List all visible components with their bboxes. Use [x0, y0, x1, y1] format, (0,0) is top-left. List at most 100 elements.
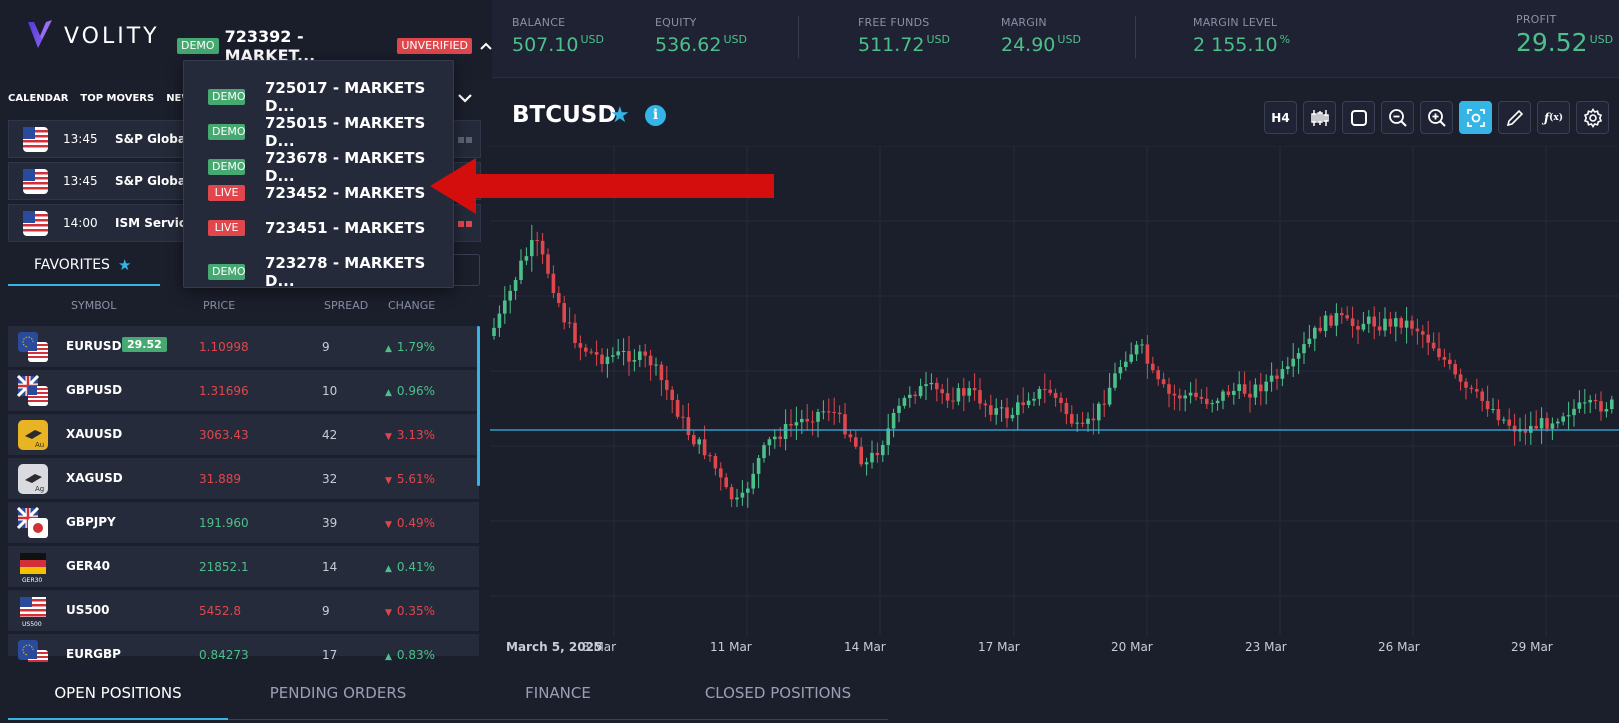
- candle-up: [1140, 344, 1144, 346]
- symbol-row[interactable]: EURGBP 0.84273 17 ▲ 0.83%: [8, 634, 479, 670]
- settings-icon[interactable]: [1576, 101, 1609, 134]
- candle-down: [1275, 375, 1279, 379]
- stat-label: EQUITY: [655, 16, 697, 29]
- chevron-down-icon[interactable]: [458, 88, 472, 107]
- candle-down: [1199, 396, 1204, 399]
- chevron-up-icon[interactable]: [480, 38, 492, 54]
- tab-favorites[interactable]: FAVORITES ★: [8, 246, 160, 286]
- tab-top-movers[interactable]: TOP MOVERS: [80, 93, 155, 104]
- candle-down: [1399, 318, 1403, 328]
- tab-news[interactable]: NEWS: [166, 93, 199, 104]
- stat-unit: USD: [926, 33, 950, 46]
- candle-down: [1388, 318, 1393, 327]
- x-tick-label: 29 Mar: [1511, 640, 1553, 654]
- account-type-badge: DEMO: [208, 89, 246, 105]
- account-option[interactable]: DEMO 725017 - MARKETS D...: [208, 79, 453, 115]
- profit-badge: 29.52: [122, 337, 167, 352]
- candle-down: [724, 477, 728, 488]
- change-down-arrow-icon: ▼: [385, 476, 392, 486]
- candle-down: [805, 418, 809, 422]
- column-header-spread[interactable]: SPREAD: [324, 299, 369, 312]
- stat-profit: PROFIT 29.52 USD: [1516, 13, 1613, 57]
- candle-down: [827, 411, 831, 413]
- candle-up: [1313, 327, 1317, 339]
- candle-down: [1043, 389, 1047, 391]
- symbol-name: EURUSD: [66, 339, 122, 353]
- candle-down: [1350, 318, 1355, 327]
- candle-up: [821, 411, 826, 413]
- scrollbar[interactable]: [477, 326, 480, 486]
- tab-closed-positions[interactable]: CLOSED POSITIONS: [704, 684, 852, 702]
- candle-up: [1232, 390, 1236, 395]
- symbol-row[interactable]: Ag XAGUSD 31.889 32 ▼ 5.61%: [8, 458, 479, 500]
- symbol-row[interactable]: GER30 GER40 21852.1 14 ▲ 0.41%: [8, 546, 479, 588]
- symbol-change: ▼ 0.35%: [385, 604, 435, 618]
- symbol-spread: 9: [322, 340, 330, 354]
- tab-calendar[interactable]: CALENDAR: [8, 93, 69, 104]
- candle-up: [1566, 415, 1571, 417]
- symbol-row[interactable]: EURUSD 29.52 1.10998 9 ▲ 1.79%: [8, 326, 479, 368]
- symbol-spread: 42: [322, 428, 338, 442]
- candle-down: [843, 414, 847, 435]
- zoom-out-icon[interactable]: [1381, 101, 1414, 134]
- candle-down: [962, 388, 966, 396]
- column-header-symbol[interactable]: SYMBOL: [71, 299, 117, 312]
- logo[interactable]: VOLITY: [26, 18, 160, 54]
- candle-up: [924, 384, 928, 387]
- event-time: 14:00: [63, 216, 98, 230]
- symbol-row[interactable]: US500 US500 5452.8 9 ▼ 0.35%: [8, 590, 479, 632]
- favorite-star-icon[interactable]: ★: [610, 103, 630, 128]
- tab-pending-orders[interactable]: PENDING ORDERS: [269, 684, 407, 702]
- silver-bar-icon: Ag: [18, 464, 48, 494]
- candle-up: [1269, 375, 1274, 382]
- account-option[interactable]: DEMO 725015 - MARKETS D...: [208, 114, 453, 150]
- x-tick-label: 17 Mar: [978, 640, 1020, 654]
- candle-up: [1588, 400, 1592, 403]
- candle-up: [773, 436, 777, 440]
- change-value: 0.41%: [396, 560, 436, 574]
- candle-down: [540, 240, 545, 255]
- candle-down: [686, 417, 691, 436]
- pencil-icon[interactable]: [1498, 101, 1531, 134]
- zoom-in-icon[interactable]: [1420, 101, 1453, 134]
- account-option[interactable]: LIVE 723452 - MARKETS: [208, 184, 425, 202]
- tab-finance[interactable]: FINANCE: [525, 684, 591, 702]
- column-header-change[interactable]: CHANGE: [388, 299, 436, 312]
- candle-down: [837, 412, 842, 415]
- account-option[interactable]: DEMO 723678 - MARKETS D...: [208, 149, 453, 185]
- candle-down: [643, 351, 647, 356]
- candle-down: [940, 389, 944, 394]
- square-icon[interactable]: [1342, 101, 1375, 134]
- candle-down: [551, 273, 556, 293]
- candle-down: [1475, 389, 1479, 392]
- candles-icon[interactable]: [1303, 101, 1336, 134]
- candle-up: [751, 473, 755, 489]
- x-tick-label: 20 Mar: [1111, 640, 1153, 654]
- symbol-row[interactable]: Au XAUUSD 3063.43 42 ▼ 3.13%: [8, 414, 479, 456]
- tab-open-positions[interactable]: OPEN POSITIONS: [54, 684, 182, 702]
- candle-down: [1410, 320, 1414, 329]
- chart-toolbar: H4 ƒ (x): [1264, 101, 1609, 134]
- timeframe-button[interactable]: H4: [1264, 101, 1297, 134]
- symbol-change: ▼ 3.13%: [385, 428, 435, 442]
- fit-icon[interactable]: [1459, 101, 1492, 134]
- candle-down: [1426, 334, 1430, 343]
- candle-down: [1545, 418, 1549, 429]
- candle-up: [1097, 403, 1101, 421]
- candle-down: [1102, 403, 1106, 405]
- symbol-row[interactable]: GBPUSD 1.31696 10 ▲ 0.96%: [8, 370, 479, 412]
- candle-up: [1183, 395, 1187, 399]
- info-icon[interactable]: i: [645, 105, 666, 126]
- function-icon[interactable]: ƒ (x): [1537, 101, 1570, 134]
- price-chart[interactable]: [490, 146, 1619, 636]
- column-header-price[interactable]: PRICE: [203, 299, 236, 312]
- symbol-row[interactable]: GBPJPY 191.960 39 ▼ 0.49%: [8, 502, 479, 544]
- account-option[interactable]: LIVE 723451 - MARKETS: [208, 219, 425, 237]
- candle-down: [1005, 407, 1009, 419]
- candle-up: [1264, 381, 1268, 392]
- account-option-name: 723678 - MARKETS D...: [265, 149, 426, 185]
- unverified-badge: UNVERIFIED: [397, 38, 472, 54]
- candle-up: [881, 445, 885, 456]
- account-option[interactable]: DEMO 723278 - MARKETS D...: [208, 254, 453, 290]
- candle-up: [1113, 373, 1117, 388]
